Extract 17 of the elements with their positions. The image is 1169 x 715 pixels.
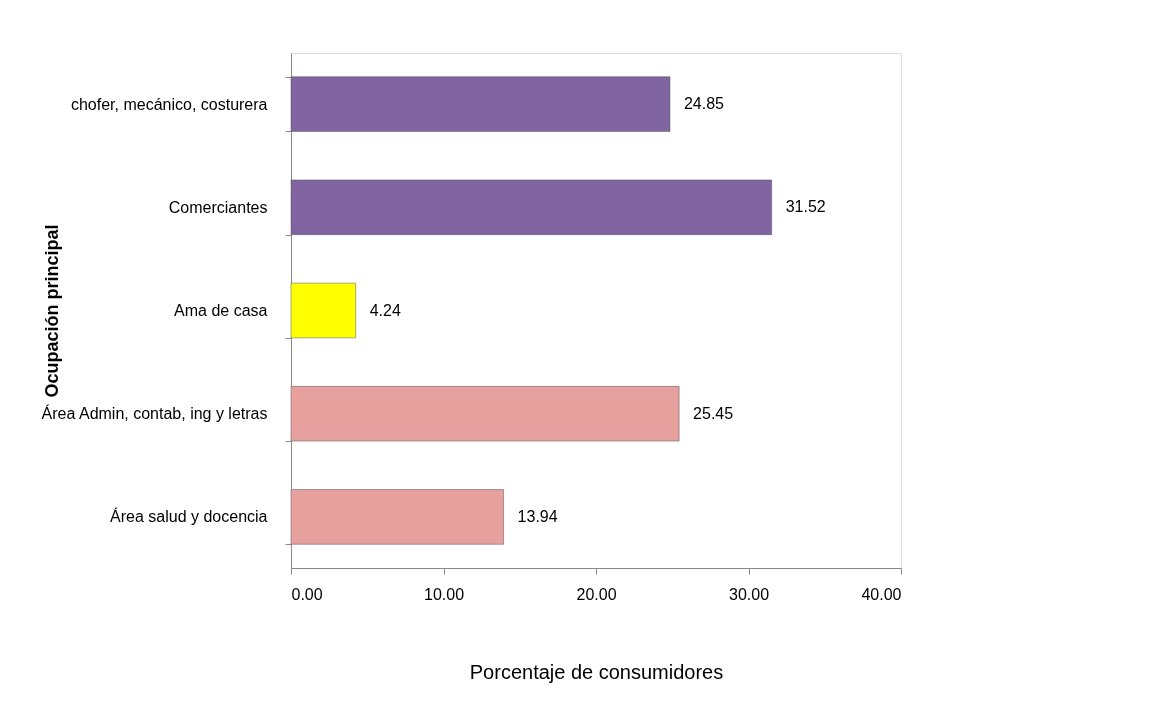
data-label: 4.24	[369, 301, 401, 319]
y-tick-label: chofer, mecánico, costurera	[70, 95, 268, 113]
x-tick-label: 20.00	[576, 585, 617, 603]
y-tick-label: Ama de casa	[174, 302, 268, 319]
y-tick-label: Comerciantes	[168, 198, 268, 216]
data-label: 13.94	[517, 507, 558, 525]
x-tick-label: 40.00	[861, 585, 902, 603]
y-tick-label: Área Admin, contab, ing y letras	[41, 404, 268, 423]
data-label: 25.45	[693, 404, 734, 422]
x-tick-label: 0.00	[291, 585, 323, 603]
data-label: 24.85	[683, 95, 725, 113]
x-tick-label: 30.00	[728, 585, 770, 603]
data-label: 31.52	[785, 198, 826, 216]
y-axis-title: Ocupación principal	[41, 224, 62, 398]
x-tick-label: 10.00	[423, 585, 465, 603]
x-axis-title: Porcentaje de consumidores	[469, 660, 724, 683]
y-tick-label: Área salud y docencia	[110, 507, 268, 526]
